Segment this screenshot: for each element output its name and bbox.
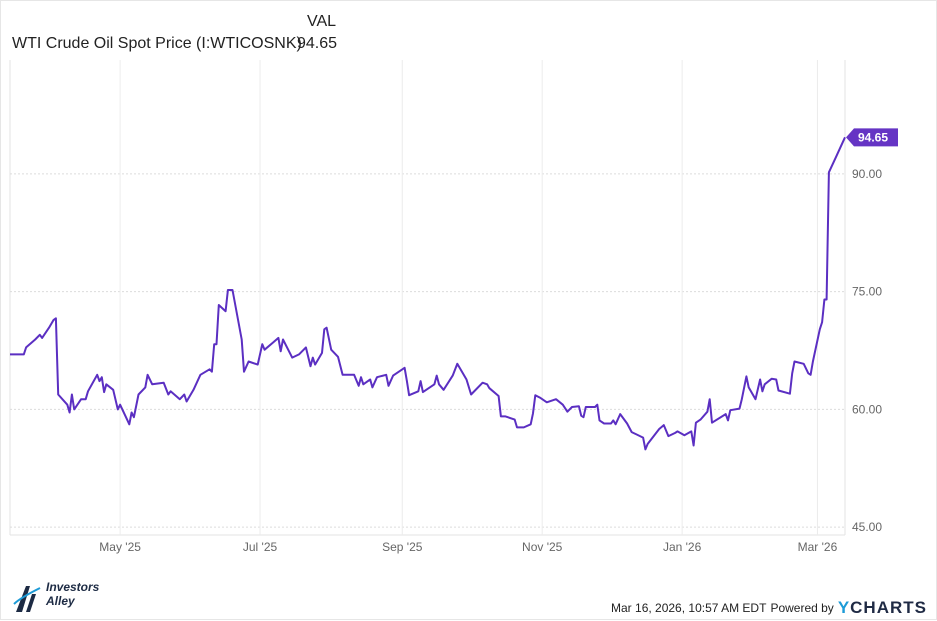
y-tick-label: 45.00	[852, 520, 882, 534]
footer-attribution: Mar 16, 2026, 10:57 AM EDT Powered by YC…	[611, 598, 927, 618]
last-value-label: 94.65	[858, 130, 888, 144]
powered-by-label: Powered by	[770, 601, 834, 615]
timestamp: Mar 16, 2026, 10:57 AM EDT	[611, 601, 767, 615]
investors-alley-logo: Investors Alley	[12, 580, 122, 616]
ycharts-logo-text: CHARTS	[850, 598, 927, 617]
ycharts-logo[interactable]: YCHARTS	[838, 598, 927, 618]
price-line	[10, 136, 846, 451]
logo-text-investors: Investors	[46, 580, 100, 594]
x-tick-label: Mar '26	[798, 540, 838, 554]
line-chart: 45.00 60.00 75.00 90.00 May '25 Jul '25 Sep '2…	[9, 60, 898, 554]
investors-alley-logo-mark-icon	[13, 586, 41, 612]
x-tick-label: Jan '26	[663, 540, 702, 554]
series-legend-value: 94.65	[297, 35, 338, 52]
y-tick-label: 60.00	[852, 402, 882, 416]
ycharts-logo-y: Y	[837, 598, 851, 617]
x-tick-label: Sep '25	[382, 540, 423, 554]
logo-text-alley: Alley	[46, 594, 75, 608]
value-column-header: VAL	[307, 13, 337, 30]
x-tick-label: Jul '25	[243, 540, 278, 554]
y-tick-label: 90.00	[852, 167, 882, 181]
series-legend-name: WTI Crude Oil Spot Price (I:WTICOSNK)	[12, 35, 302, 52]
last-value-badge	[846, 128, 898, 147]
y-tick-label: 75.00	[852, 285, 882, 299]
x-tick-label: May '25	[99, 540, 141, 554]
x-tick-label: Nov '25	[522, 540, 563, 554]
